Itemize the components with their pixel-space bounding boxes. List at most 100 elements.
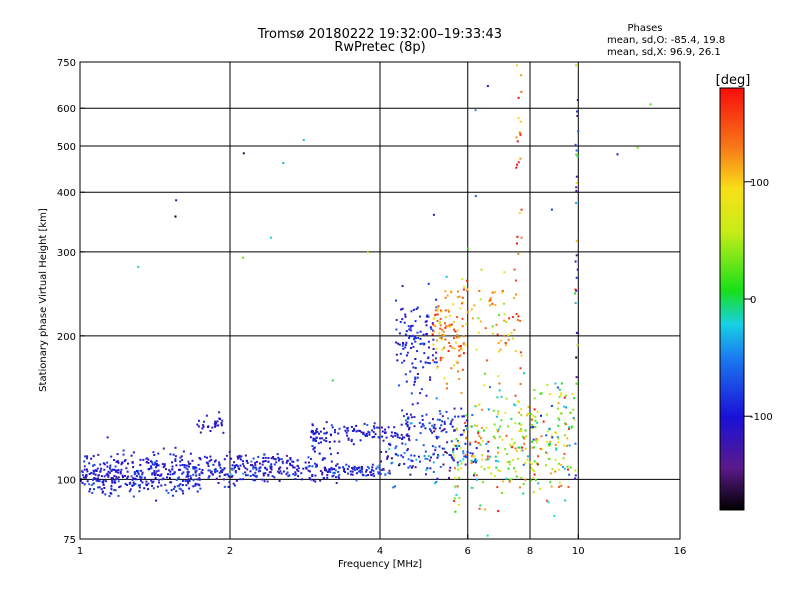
echo-point <box>409 326 412 329</box>
echo-point <box>330 460 333 463</box>
echo-point <box>453 320 455 323</box>
echo-point <box>534 419 537 422</box>
echo-point <box>230 476 233 478</box>
echo-point <box>97 453 100 456</box>
echo-point <box>311 423 314 426</box>
echo-point <box>188 480 191 482</box>
echo-point <box>404 333 407 336</box>
echo-point <box>362 432 365 435</box>
echo-point <box>442 463 445 466</box>
echo-point <box>198 473 201 476</box>
echo-point <box>150 479 153 482</box>
echo-point <box>536 410 539 413</box>
echo-point <box>465 436 468 439</box>
echo-point <box>515 313 518 315</box>
echo-point <box>450 367 453 370</box>
echo-point <box>458 378 461 380</box>
echo-point <box>502 480 504 483</box>
echo-point <box>419 337 422 340</box>
echo-point <box>574 260 577 263</box>
echo-point <box>462 352 465 355</box>
echo-point <box>485 359 488 362</box>
echo-point <box>460 391 463 394</box>
echo-point <box>491 332 494 335</box>
echo-point <box>424 427 427 430</box>
echo-point <box>220 468 223 471</box>
echo-point <box>491 325 494 328</box>
echo-point <box>387 426 390 429</box>
echo-point <box>278 459 280 462</box>
echo-point <box>434 427 437 430</box>
echo-point <box>558 485 561 488</box>
echo-point <box>419 392 422 395</box>
echo-point <box>533 460 536 463</box>
echo-point <box>207 465 210 467</box>
echo-point <box>547 501 550 504</box>
echo-point <box>491 302 494 305</box>
echo-point <box>234 470 237 473</box>
echo-point <box>464 454 467 457</box>
echo-point <box>537 455 539 458</box>
echo-point <box>407 458 410 461</box>
echo-point <box>531 446 534 449</box>
echo-point <box>153 454 156 456</box>
echo-point <box>571 393 574 395</box>
echo-point <box>546 499 548 502</box>
echo-point <box>318 452 321 455</box>
echo-point <box>456 464 459 467</box>
echo-point <box>443 428 446 431</box>
echo-point <box>333 431 336 434</box>
echo-point <box>206 461 209 464</box>
echo-point <box>323 466 326 469</box>
echo-point <box>459 460 462 463</box>
echo-point <box>520 74 523 77</box>
echo-point <box>437 305 440 308</box>
echo-point <box>465 456 468 459</box>
echo-point <box>328 468 331 471</box>
echo-point <box>427 455 430 458</box>
echo-point <box>419 460 421 463</box>
echo-point <box>636 146 639 149</box>
echo-point <box>455 444 458 447</box>
echo-point <box>151 484 153 487</box>
echo-point <box>397 454 400 457</box>
echo-point <box>287 475 290 478</box>
echo-point <box>109 467 111 470</box>
echo-point <box>387 471 390 474</box>
echo-point <box>461 325 464 328</box>
echo-point <box>93 488 95 491</box>
echo-point <box>323 432 326 435</box>
echo-point <box>319 479 322 482</box>
echo-point <box>86 455 89 458</box>
echo-point <box>529 413 532 415</box>
echo-point <box>421 342 424 345</box>
echo-point <box>168 469 171 472</box>
echo-point <box>92 478 94 481</box>
echo-point <box>156 464 158 467</box>
echo-point <box>576 115 579 117</box>
echo-point <box>433 430 436 433</box>
echo-point <box>362 474 365 477</box>
echo-point <box>221 419 224 422</box>
echo-point <box>233 464 236 467</box>
echo-point <box>526 414 529 417</box>
echo-point <box>508 463 511 466</box>
echo-point <box>517 96 520 99</box>
echo-cluster <box>395 282 438 416</box>
echo-point <box>442 429 445 432</box>
echo-point <box>429 429 432 432</box>
echo-point <box>567 485 570 488</box>
echo-point <box>464 463 467 466</box>
echo-point <box>530 426 533 429</box>
echo-point <box>173 485 176 488</box>
echo-point <box>519 133 522 136</box>
echo-point <box>453 497 456 500</box>
echo-point <box>414 378 417 381</box>
echo-point <box>438 445 441 448</box>
echo-point <box>214 423 217 426</box>
echo-point <box>439 359 442 362</box>
echo-point <box>508 317 511 320</box>
echo-point <box>465 414 468 417</box>
echo-point <box>159 474 161 477</box>
echo-point <box>133 483 135 486</box>
